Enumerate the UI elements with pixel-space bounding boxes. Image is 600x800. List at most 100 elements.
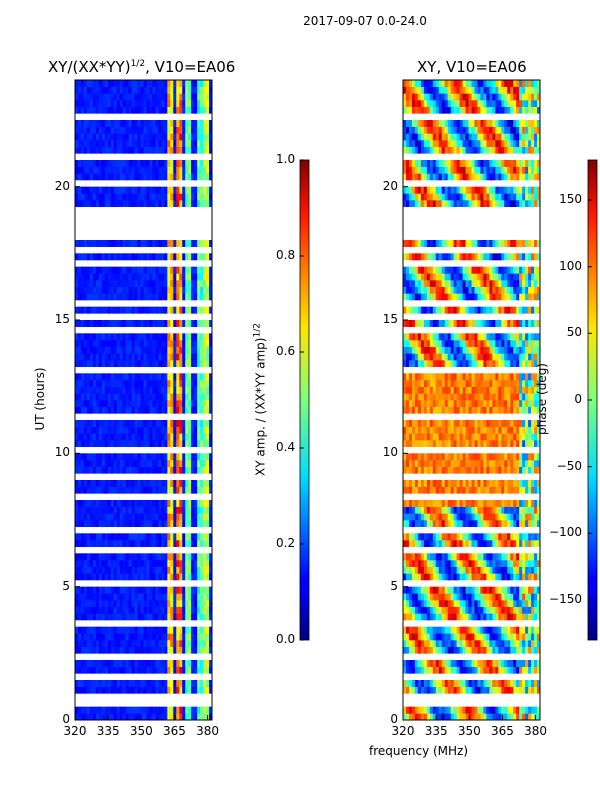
left-heat-cell [83,486,88,494]
right-heat-cell [477,606,481,614]
left-heat-cell [77,540,82,547]
left-heat-cell [164,706,168,714]
right-heat-cell [486,573,490,581]
left-heat-cell [176,460,180,467]
left-heat-cell [203,533,207,541]
right-heat-cell [462,406,466,414]
left-heat-cell [164,453,168,461]
left-heat-cell [137,420,141,427]
right-heat-cell [441,466,446,474]
left-heat-cell [131,553,135,561]
right-heat-cell [501,680,505,687]
right-heat-cell [495,393,499,401]
left-heat-cell [80,553,85,561]
left-heat-cell [149,573,153,581]
right-heat-cell [423,420,428,427]
left-heat-cell [146,126,150,134]
left-heat-cell [161,600,165,607]
right-heat-cell [498,433,502,441]
left-heat-cell [146,433,150,441]
right-heat-cell [480,713,484,721]
left-heat-cell [86,480,91,487]
left-heat-cell [131,273,135,281]
left-heat-cell [176,680,180,687]
right-heat-cell [465,393,469,401]
left-heat-cell [167,586,171,594]
right-heat-cell [477,666,481,674]
left-heat-cell [173,360,177,367]
right-heat-cell [456,520,460,527]
right-heat-cell [531,566,535,574]
left-heat-cell [209,120,213,127]
right-heat-cell [435,660,440,667]
left-heat-cell [203,586,207,594]
left-heat-cell [155,586,159,594]
left-heat-cell [86,186,91,194]
right-heat-cell [537,626,541,634]
left-heat-cell [83,460,88,467]
left-heat-cell [149,460,153,467]
right-heat-cell [525,420,529,427]
right-heat-cell [516,633,520,641]
right-heat-cell [474,506,478,514]
right-heat-cell [501,613,505,621]
left-heat-cell [128,266,132,274]
left-heat-cell [80,540,85,547]
left-heat-cell [104,646,109,654]
left-heat-cell [89,393,94,401]
left-heat-cell [122,186,127,194]
left-heat-cell [101,593,106,601]
left-heat-cell [110,680,115,687]
left-heat-cell [152,106,156,114]
right-heat-cell [420,540,425,547]
left-heat-cell [134,500,138,507]
left-heat-cell [167,440,171,447]
left-heat-cell [194,373,198,381]
left-heat-cell [128,506,132,514]
right-heat-cell [528,626,532,634]
left-heat-cell [164,666,168,674]
right-heat-cell [447,626,452,634]
left-heat-cell [143,320,147,327]
right-heat-cell [468,640,472,647]
left-heat-cell [179,626,183,634]
left-heat-cell [140,660,144,667]
right-heat-cell [456,400,460,407]
right-heat-cell [429,666,434,674]
right-heat-cell [534,453,538,461]
right-heat-cell [414,460,419,467]
left-heat-cell [83,240,88,247]
right-heat-cell [459,440,463,447]
left-heat-cell [188,133,192,141]
left-heat-cell [143,553,147,561]
left-heat-cell [158,500,162,507]
left-heat-cell [137,273,141,281]
left-heat-cell [179,713,183,721]
right-heat-cell [429,633,434,641]
left-heat-cell [140,360,144,367]
right-heat-cell [513,586,517,594]
right-heat-cell [453,640,458,647]
left-heat-cell [128,666,132,674]
right-heat-cell [495,466,499,474]
left-heat-cell [179,400,183,407]
left-heat-cell [209,486,213,494]
left-heat-cell [164,433,168,441]
left-heat-cell [182,613,186,621]
left-heat-cell [122,573,127,581]
left-heat-cell [75,80,79,87]
left-heat-cell [107,333,112,341]
right-heat-cell [414,433,419,441]
right-heat-cell [480,433,484,441]
left-heat-cell [86,380,91,387]
left-heat-cell [89,453,94,461]
left-heat-cell [95,606,100,614]
right-heat-cell [426,453,431,461]
left-heat-cell [179,93,183,101]
left-heat-cell [170,106,174,114]
right-heat-cell [408,706,413,714]
right-heat-cell [423,706,428,714]
right-heat-cell [483,593,487,601]
left-heat-cell [80,360,85,367]
right-heat-cell [510,633,514,641]
